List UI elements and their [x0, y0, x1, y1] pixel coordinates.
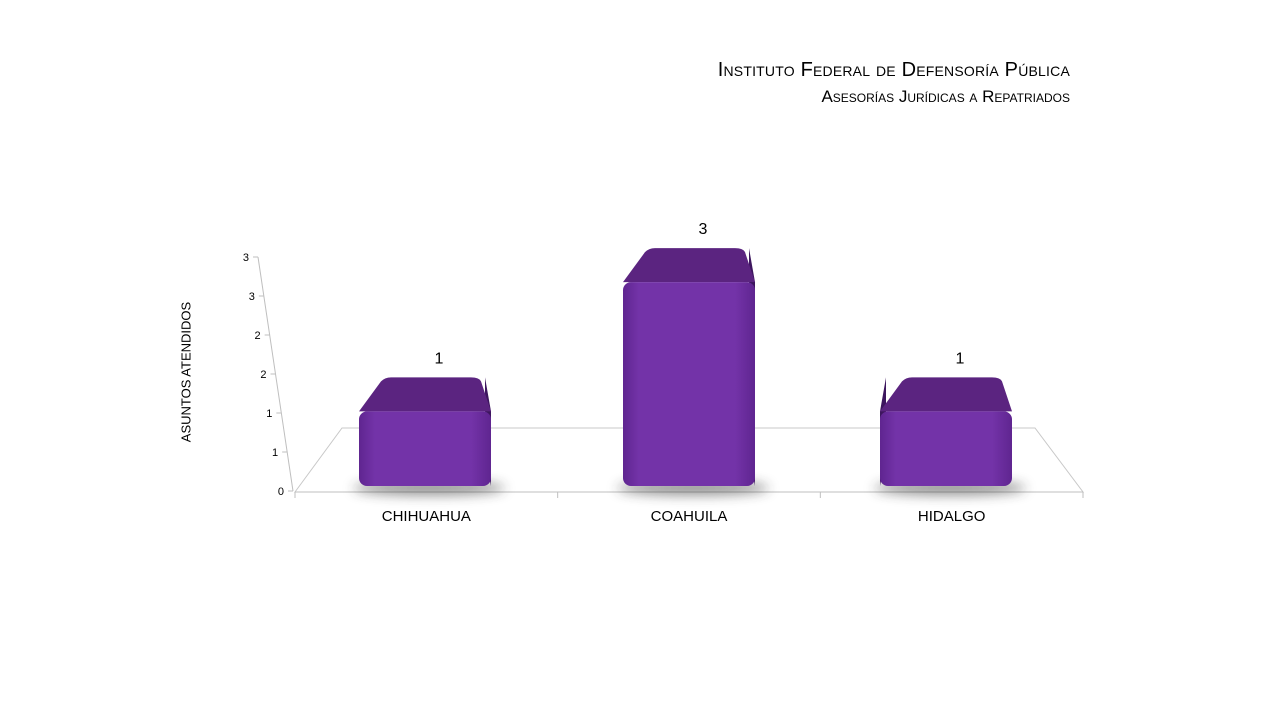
chart-title-block: Instituto Federal de Defensoría Pública … [718, 58, 1070, 108]
bar-value-label: 3 [699, 221, 708, 238]
bar-front [359, 411, 491, 486]
y-tick-label: 0 [278, 486, 284, 498]
bar [617, 248, 769, 495]
bar [874, 377, 1026, 495]
bar-top [623, 248, 755, 283]
y-tick-label: 3 [243, 252, 249, 264]
bar-top [880, 377, 1012, 412]
chart-subtitle: Asesorías Jurídicas a Repatriados [821, 87, 1070, 106]
bar-front [623, 282, 755, 486]
y-tick-label: 2 [260, 369, 266, 381]
x-category-label: CHIHUAHUA [382, 508, 471, 525]
y-tick-label: 2 [255, 330, 261, 342]
bar-top [359, 377, 491, 412]
bar [353, 377, 505, 495]
x-category-label: HIDALGO [918, 508, 986, 525]
bar-value-label: 1 [956, 350, 965, 367]
y-tick-label: 1 [266, 408, 272, 420]
bar-value-label: 1 [435, 350, 444, 367]
y-tick-label: 3 [249, 291, 255, 303]
y-tick-label: 1 [272, 447, 278, 459]
bar-front [880, 411, 1012, 486]
chart-title: Instituto Federal de Defensoría Pública [717, 59, 1070, 81]
x-category-label: COAHUILA [651, 508, 728, 525]
